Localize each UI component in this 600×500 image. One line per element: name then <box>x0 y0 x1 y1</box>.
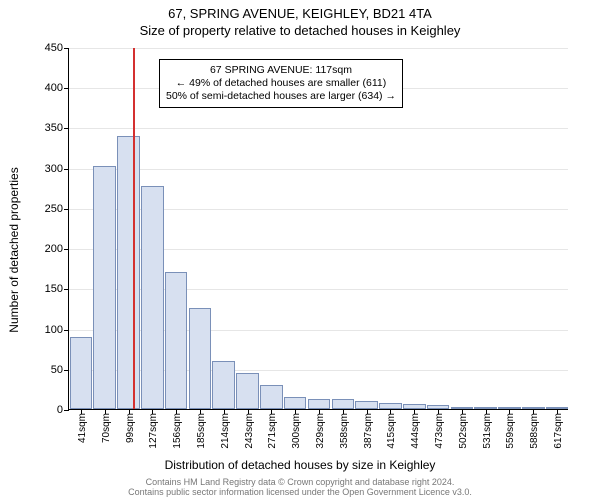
ytick-label: 350 <box>45 122 69 134</box>
annotation-line: 50% of semi-detached houses are larger (… <box>166 90 396 103</box>
histogram-bar <box>260 385 283 409</box>
xtick-label: 559sqm <box>505 413 516 449</box>
histogram-bar <box>189 308 212 409</box>
page-title: 67, SPRING AVENUE, KEIGHLEY, BD21 4TA <box>0 6 600 21</box>
histogram-plot: 05010015020025030035040045041sqm70sqm99s… <box>68 48 568 410</box>
ytick-label: 100 <box>45 324 69 336</box>
xtick-label: 358sqm <box>339 413 350 449</box>
title-block: 67, SPRING AVENUE, KEIGHLEY, BD21 4TA Si… <box>0 0 600 38</box>
xtick-label: 300sqm <box>291 413 302 449</box>
xtick-label: 329sqm <box>315 413 326 449</box>
histogram-bar <box>70 337 93 409</box>
ytick-label: 400 <box>45 82 69 94</box>
xtick-label: 156sqm <box>172 413 183 449</box>
footer: Contains HM Land Registry data © Crown c… <box>0 478 600 498</box>
ytick-label: 50 <box>51 364 69 376</box>
histogram-bar <box>141 186 164 409</box>
footer-line-2: Contains public sector information licen… <box>0 488 600 498</box>
xtick-label: 70sqm <box>101 413 112 443</box>
histogram-bar <box>117 136 140 410</box>
gridline <box>69 48 568 49</box>
histogram-bar <box>284 397 307 409</box>
xtick-label: 415sqm <box>386 413 397 449</box>
histogram-bar <box>236 373 259 409</box>
ytick-label: 150 <box>45 283 69 295</box>
xtick-label: 531sqm <box>482 413 493 449</box>
ytick-label: 250 <box>45 203 69 215</box>
histogram-bar <box>355 401 378 409</box>
xtick-label: 99sqm <box>125 413 136 443</box>
histogram-bar <box>332 399 355 409</box>
xtick-label: 243sqm <box>244 413 255 449</box>
xtick-label: 588sqm <box>529 413 540 449</box>
annotation-box: 67 SPRING AVENUE: 117sqm← 49% of detache… <box>159 59 403 108</box>
histogram-bar <box>308 399 331 409</box>
chart-area: 05010015020025030035040045041sqm70sqm99s… <box>68 48 568 410</box>
xtick-label: 502sqm <box>458 413 469 449</box>
ytick-label: 450 <box>45 42 69 54</box>
xtick-label: 271sqm <box>267 413 278 449</box>
annotation-line: ← 49% of detached houses are smaller (61… <box>166 77 396 90</box>
ytick-label: 0 <box>57 404 69 416</box>
xtick-label: 41sqm <box>77 413 88 443</box>
page-subtitle: Size of property relative to detached ho… <box>0 23 600 38</box>
histogram-bar <box>165 272 188 409</box>
y-axis-title: Number of detached properties <box>7 167 21 332</box>
annotation-line: 67 SPRING AVENUE: 117sqm <box>166 64 396 77</box>
xtick-label: 444sqm <box>410 413 421 449</box>
ytick-label: 200 <box>45 243 69 255</box>
xtick-label: 127sqm <box>148 413 159 449</box>
x-axis-title: Distribution of detached houses by size … <box>165 458 436 472</box>
xtick-label: 473sqm <box>434 413 445 449</box>
reference-line <box>133 48 135 409</box>
xtick-label: 185sqm <box>196 413 207 449</box>
xtick-label: 214sqm <box>220 413 231 449</box>
histogram-bar <box>212 361 235 409</box>
gridline <box>69 169 568 170</box>
xtick-label: 617sqm <box>553 413 564 449</box>
gridline <box>69 128 568 129</box>
xtick-label: 387sqm <box>363 413 374 449</box>
ytick-label: 300 <box>45 163 69 175</box>
histogram-bar <box>93 166 116 409</box>
